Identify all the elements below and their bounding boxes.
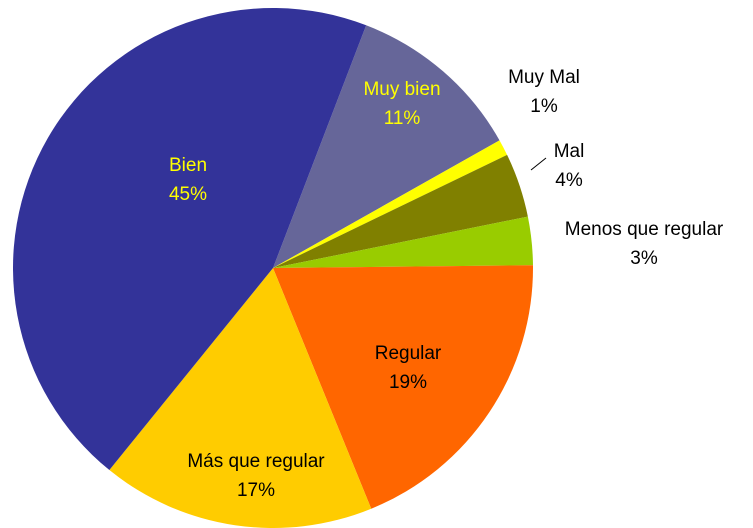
value-label: 17% [237,480,275,501]
slice-label: Bien [169,155,207,176]
value-label: 3% [630,248,658,269]
value-label: 1% [530,96,558,117]
value-label: 4% [555,170,583,191]
pie-slice [273,265,533,509]
slice-label: Más que regular [187,451,325,472]
pie-slice [273,140,508,268]
slice-label: Mal [554,141,585,162]
value-label: 19% [389,372,427,393]
pie-slice [109,268,372,528]
slice-label: Muy bien [363,79,440,100]
pie-slice [273,154,528,268]
pie-slice [273,216,533,268]
value-label: 11% [384,108,421,129]
value-label: 45% [169,184,207,205]
slice-label: Regular [375,343,442,364]
pie-slice [273,25,500,268]
leader-line [530,157,547,171]
slice-label: Menos que regular [565,219,724,240]
slice-label: Muy Mal [508,67,580,88]
pie-slice [13,8,367,471]
